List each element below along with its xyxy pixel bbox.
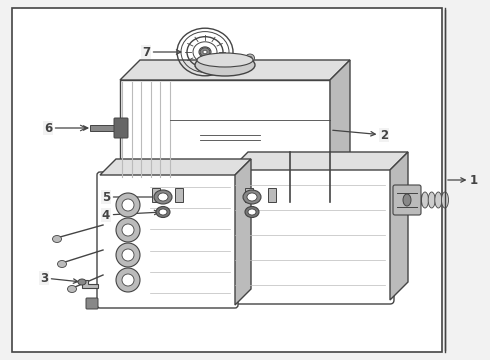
Ellipse shape [248,56,252,60]
Ellipse shape [156,207,170,217]
Ellipse shape [158,193,168,201]
Circle shape [122,249,134,261]
Ellipse shape [68,285,76,292]
Ellipse shape [154,190,172,204]
Circle shape [116,243,140,267]
FancyBboxPatch shape [226,166,394,304]
Text: 3: 3 [40,271,78,284]
Ellipse shape [408,192,415,208]
Polygon shape [330,60,350,178]
Ellipse shape [401,192,409,208]
Polygon shape [100,159,251,175]
Ellipse shape [421,192,428,208]
Circle shape [116,268,140,292]
Ellipse shape [403,194,411,206]
Ellipse shape [203,50,207,54]
Polygon shape [390,152,408,300]
Text: 4: 4 [102,208,159,221]
Ellipse shape [197,53,253,67]
FancyBboxPatch shape [114,118,128,138]
Ellipse shape [57,261,67,267]
Circle shape [122,199,134,211]
Ellipse shape [78,279,86,285]
Ellipse shape [441,192,448,208]
Ellipse shape [243,190,261,204]
Circle shape [122,274,134,286]
Circle shape [116,218,140,242]
Text: 1: 1 [448,174,478,186]
FancyBboxPatch shape [97,172,238,308]
Bar [148,176,170,190]
Ellipse shape [415,192,422,208]
Ellipse shape [159,209,167,215]
Polygon shape [120,80,330,178]
Text: 2: 2 [333,129,388,141]
Ellipse shape [200,48,210,56]
Bar [90,125,120,131]
Circle shape [122,224,134,236]
Text: 5: 5 [102,190,159,203]
Ellipse shape [435,192,442,208]
Ellipse shape [245,54,254,62]
Bar [152,188,160,202]
Ellipse shape [195,54,255,76]
Ellipse shape [247,193,257,201]
Polygon shape [120,60,350,80]
Text: 7: 7 [142,45,181,59]
Bar [12,8,442,352]
Circle shape [116,193,140,217]
FancyBboxPatch shape [393,185,421,215]
FancyBboxPatch shape [86,298,98,309]
Ellipse shape [428,192,435,208]
Ellipse shape [248,209,256,215]
Polygon shape [235,159,251,305]
Ellipse shape [52,235,62,243]
Ellipse shape [245,207,259,217]
Bar [268,188,276,202]
Polygon shape [230,152,408,170]
Bar [175,188,183,202]
Bar [240,176,262,190]
Polygon shape [82,280,98,288]
Text: 6: 6 [44,122,88,135]
Bar [245,188,253,202]
